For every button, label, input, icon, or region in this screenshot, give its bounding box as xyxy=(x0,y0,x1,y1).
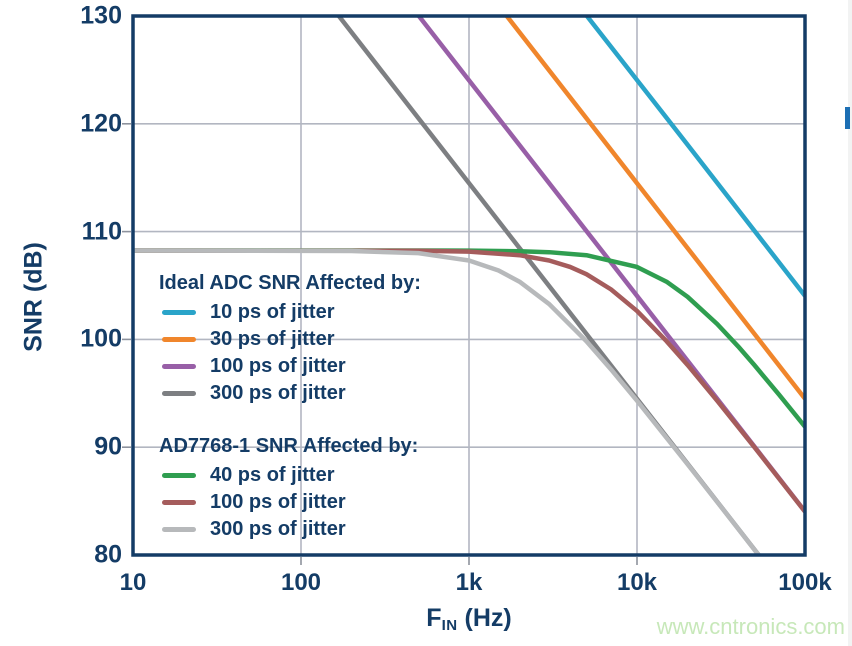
legend-swatch-ad7768-100ps xyxy=(162,500,196,505)
legend-group: AD7768-1 SNR Affected by: 40 ps of jitter… xyxy=(159,433,421,543)
legend-swatch-ad7768-40ps xyxy=(162,473,196,478)
x-tick-label: 100k xyxy=(778,569,832,596)
y-tick-label: 120 xyxy=(80,109,122,138)
legend-item-ad7768-100ps: 100 ps of jitter xyxy=(159,489,421,516)
legend-label: 30 ps of jitter xyxy=(210,328,335,350)
legend-label: 300 ps of jitter xyxy=(210,518,346,540)
y-tick-label: 80 xyxy=(94,540,122,569)
y-tick-label: 130 xyxy=(80,1,122,30)
legend-group: Ideal ADC SNR Affected by: 10 ps of jitte… xyxy=(159,270,421,407)
right-edge-strip xyxy=(848,0,852,646)
x-axis-title-suffix: (Hz) xyxy=(457,604,512,632)
legend-label: 300 ps of jitter xyxy=(210,382,346,404)
x-tick-label: 1k xyxy=(455,569,483,596)
legend-label: 40 ps of jitter xyxy=(210,464,335,486)
y-tick-label: 90 xyxy=(94,432,122,461)
legend-item-ideal-30ps: 30 ps of jitter xyxy=(159,326,421,353)
legend-swatch-ad7768-300ps xyxy=(162,527,196,532)
x-tick-label: 10k xyxy=(616,569,658,596)
legend-group-title: AD7768-1 SNR Affected by: xyxy=(159,435,419,457)
series-line-ad7768-100ps xyxy=(132,248,806,514)
x-axis-title: FIN (Hz) xyxy=(426,604,511,634)
legend-item-ideal-300ps: 300 ps of jitter xyxy=(159,380,421,407)
plot-frame xyxy=(131,14,807,557)
legend-swatch-ideal-100ps xyxy=(162,364,196,369)
legend-swatch-ideal-300ps xyxy=(162,391,196,396)
legend-swatch-ideal-10ps xyxy=(162,310,196,315)
legend-item-ad7768-40ps: 40 ps of jitter xyxy=(159,462,421,489)
legend-item-ideal-10ps: 10 ps of jitter xyxy=(159,299,421,326)
legend: Ideal ADC SNR Affected by: 10 ps of jitte… xyxy=(159,270,421,543)
legend-swatch-ideal-30ps xyxy=(162,337,196,342)
y-tick-label: 110 xyxy=(81,217,122,246)
x-tick-label: 10 xyxy=(119,569,147,596)
legend-label: 10 ps of jitter xyxy=(210,301,335,323)
series-line-ad7768-300ps xyxy=(132,248,761,556)
text-cursor-bar xyxy=(845,107,850,129)
x-axis-title-subscript: IN xyxy=(441,616,458,634)
series-line-ideal-10ps xyxy=(585,15,806,298)
y-axis-title: SNR (dB) xyxy=(19,242,48,352)
legend-label: 100 ps of jitter xyxy=(210,355,346,377)
series-line-ideal-30ps xyxy=(504,15,806,401)
watermark: www.cntronics.com xyxy=(656,614,845,639)
x-tick-label: 100 xyxy=(280,569,322,596)
legend-item-ideal-100ps: 100 ps of jitter xyxy=(159,353,421,380)
legend-group-title: Ideal ADC SNR Affected by: xyxy=(159,272,421,294)
legend-item-ad7768-300ps: 300 ps of jitter xyxy=(159,516,421,543)
y-tick-label: 100 xyxy=(80,324,122,353)
legend-label: 100 ps of jitter xyxy=(210,491,346,513)
x-axis-title-prefix: F xyxy=(426,604,442,632)
